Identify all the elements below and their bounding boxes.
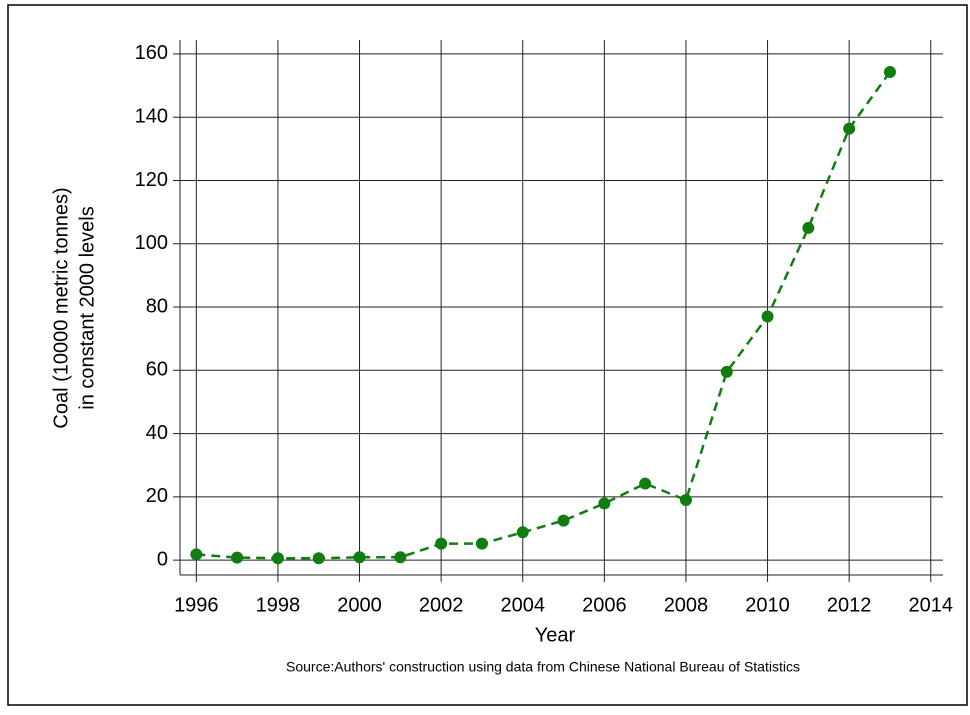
data-point [516, 526, 529, 539]
x-tick-label: 2006 [582, 594, 627, 616]
data-line [196, 71, 891, 560]
x-axis-label: Year [535, 624, 576, 646]
x-tick-label: 2012 [827, 594, 872, 616]
y-tick-label: 60 [146, 359, 168, 381]
x-tick-label: 2002 [419, 594, 464, 616]
data-point [394, 551, 407, 564]
x-tick-label: 2000 [337, 594, 382, 616]
data-point [312, 552, 325, 565]
data-point [802, 221, 815, 234]
y-tick-label: 0 [157, 548, 168, 570]
x-tick-label: 2008 [664, 594, 709, 616]
data-point [231, 551, 244, 564]
y-tick-label: 160 [135, 42, 168, 64]
y-tick-label: 80 [146, 295, 168, 317]
x-tick-label: 1996 [174, 594, 219, 616]
data-point [679, 494, 692, 507]
data-point [271, 552, 284, 565]
data-point [435, 537, 448, 550]
data-point [720, 365, 733, 378]
x-tick-label: 2014 [909, 594, 954, 616]
y-tick-label: 20 [146, 485, 168, 507]
x-tick-label: 2004 [500, 594, 545, 616]
y-tick-label: 140 [135, 105, 168, 127]
frame [7, 4, 968, 706]
source-note: Source:Authors' construction using data … [286, 659, 800, 675]
y-tick-label: 40 [146, 422, 168, 444]
data-point [883, 65, 896, 78]
y-axis-label: in constant 2000 levels [76, 206, 98, 409]
data-point [475, 537, 488, 550]
y-tick-label: 120 [135, 169, 168, 191]
data-point [761, 310, 774, 323]
data-point [598, 497, 611, 510]
y-tick-label: 100 [135, 232, 168, 254]
data-point [639, 477, 652, 490]
x-tick-label: 1998 [256, 594, 301, 616]
data-point [353, 551, 366, 564]
data-point [190, 548, 203, 561]
data-point [843, 122, 856, 135]
y-axis-label: Coal (10000 metric tonnes) [50, 187, 72, 428]
x-tick-label: 2010 [745, 594, 790, 616]
data-point [557, 514, 570, 527]
